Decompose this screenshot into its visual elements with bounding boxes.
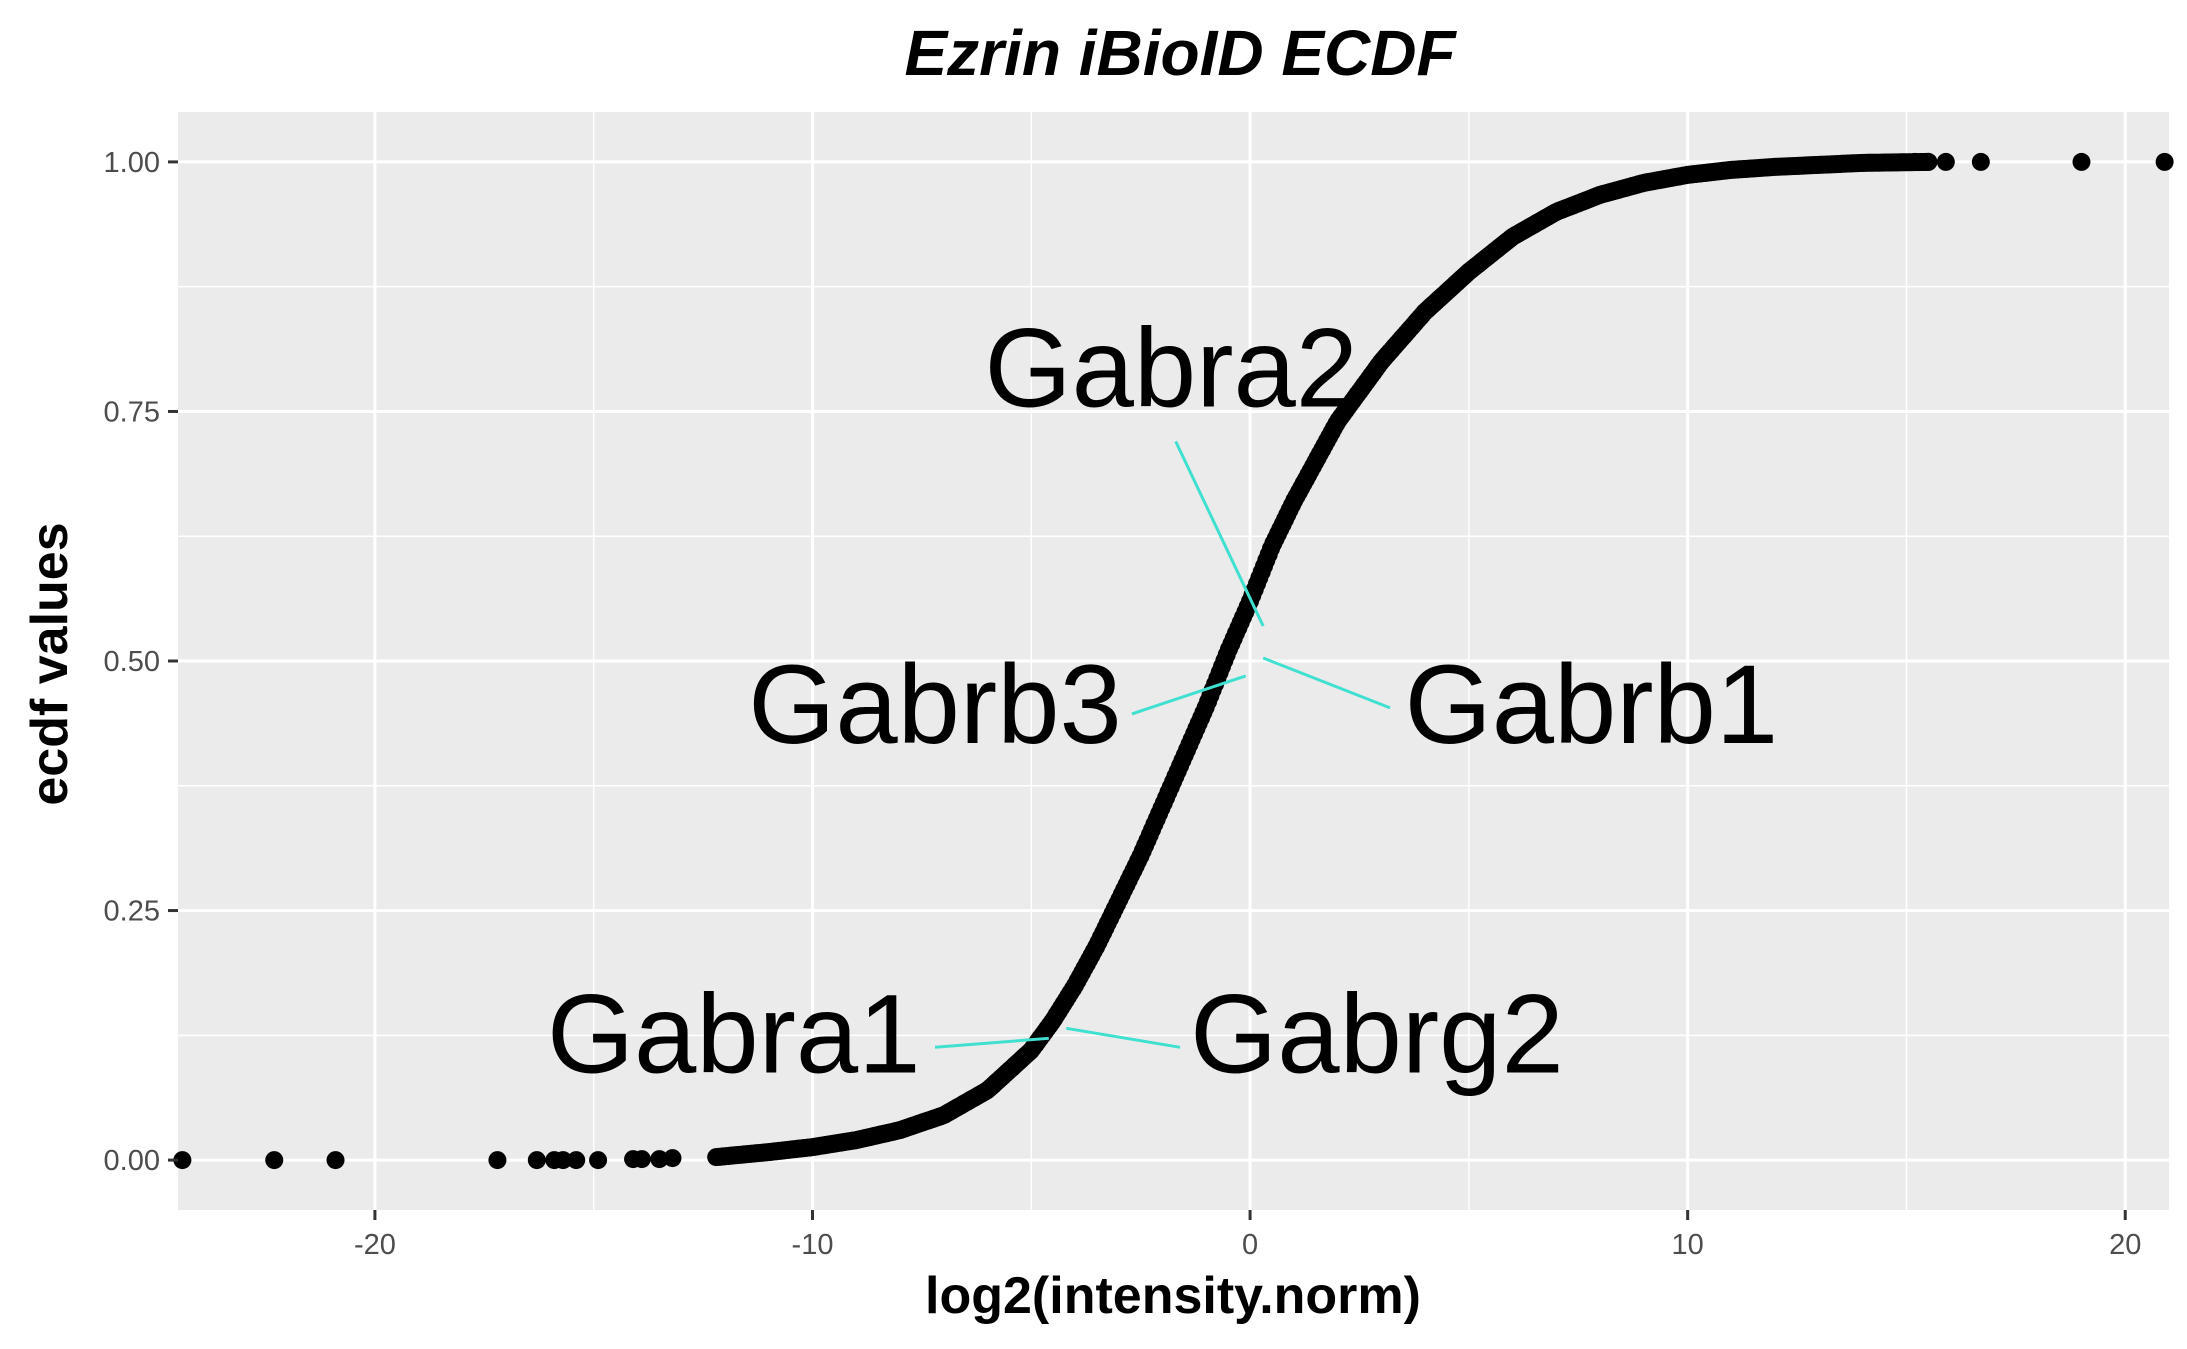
ecdf-point-high (1919, 152, 1938, 171)
annotation-lines (934, 440, 1391, 1049)
y-tick-label: 0.50 (104, 646, 160, 678)
ecdf-point-low (650, 1150, 669, 1169)
annotation-labels: Gabra2 Gabrb3 Gabrb1 Gabra1 Gabrg2 (547, 305, 1778, 1096)
ecdf-point-high (1906, 152, 1925, 171)
grid-major (178, 112, 2169, 1210)
x-tick-label: 10 (1672, 1229, 1704, 1261)
y-axis: 0.00 0.25 0.50 0.75 1.00 (104, 147, 178, 1177)
y-tick-label: 1.00 (104, 147, 160, 179)
annotation-line (1262, 656, 1391, 710)
ecdf-point-high (1936, 152, 1955, 171)
ecdf-point-low (173, 1151, 192, 1170)
x-tick-label: 20 (2109, 1229, 2141, 1261)
ecdf-point-high (2072, 152, 2091, 171)
x-axis: -20 -10 0 10 20 (354, 1210, 2141, 1261)
ecdf-point-low (567, 1151, 586, 1170)
ecdf-point-low (488, 1151, 507, 1170)
annotation-label: Gabrg2 (1190, 971, 1564, 1096)
ecdf-point-low (326, 1151, 345, 1170)
ecdf-point-low (663, 1149, 682, 1168)
ecdf-point-low (589, 1151, 608, 1170)
annotation-label: Gabra1 (547, 971, 921, 1096)
ecdf-point-low (265, 1151, 284, 1170)
ecdf-point-low (554, 1151, 573, 1170)
x-tick-label: 0 (1242, 1229, 1258, 1261)
x-axis-title: log2(intensity.norm) (925, 1267, 1421, 1325)
x-tick-label: -10 (792, 1229, 834, 1261)
x-tick-label: -20 (354, 1229, 396, 1261)
y-tick-label: 0.25 (104, 896, 160, 928)
ecdf-point-low (632, 1150, 651, 1169)
y-axis-title: ecdf values (21, 522, 79, 805)
ecdf-point-high (2155, 152, 2174, 171)
chart-title: Ezrin iBioID ECDF (904, 17, 1457, 89)
y-tick-label: 0.75 (104, 396, 160, 428)
annotation-line (1066, 1026, 1181, 1049)
y-tick-label: 0.00 (104, 1145, 160, 1177)
annotation-line (1131, 674, 1247, 716)
ecdf-point-high (1971, 152, 1990, 171)
annotation-label: Gabrb3 (748, 642, 1122, 767)
data-points (173, 152, 2174, 1170)
ecdf-point-low (527, 1151, 546, 1170)
annotation-line (1174, 440, 1265, 627)
annotation-label: Gabra2 (985, 305, 1359, 430)
annotation-line (934, 1036, 1049, 1049)
annotation-label: Gabrb1 (1405, 642, 1779, 767)
